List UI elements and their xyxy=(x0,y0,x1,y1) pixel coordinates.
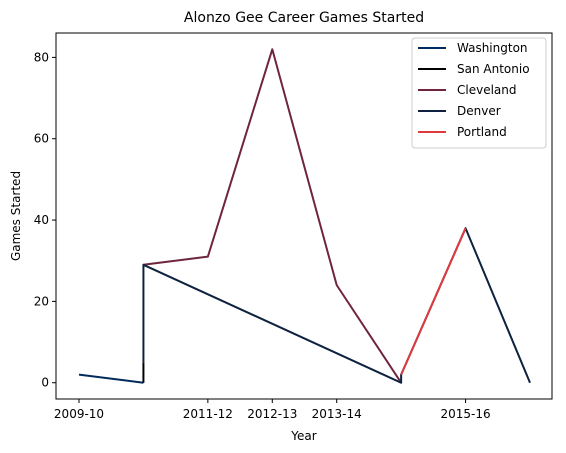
series-line-cleveland xyxy=(143,48,402,384)
y-axis: 0 20 40 60 80 xyxy=(34,50,56,390)
legend-label: San Antonio xyxy=(457,62,530,76)
legend-box xyxy=(411,37,547,149)
x-axis: 2009-10 2011-12 2012-13 2013-14 2015-16 xyxy=(54,399,491,421)
y-tick-label: 60 xyxy=(34,132,49,146)
series-line-washington xyxy=(78,373,144,384)
plot-lines xyxy=(78,48,531,384)
legend-label: Washington xyxy=(457,41,528,55)
chart-title: Alonzo Gee Career Games Started xyxy=(184,10,424,26)
x-tick-label: 2009-10 xyxy=(54,407,104,421)
y-tick-label: 20 xyxy=(34,294,49,308)
legend-label: Cleveland xyxy=(457,83,517,97)
plot-frame xyxy=(55,32,553,400)
legend-label: Portland xyxy=(457,125,507,139)
series-line-denver xyxy=(142,227,531,384)
y-tick-label: 40 xyxy=(34,213,49,227)
legend-label: Denver xyxy=(457,104,501,118)
x-axis-label: Year xyxy=(290,429,316,443)
y-tick-label: 80 xyxy=(34,50,49,64)
x-tick-label: 2012-13 xyxy=(247,407,297,421)
y-axis-label: Games Started xyxy=(9,171,23,261)
legend: Washington San Antonio Cleveland Denver Port… xyxy=(411,37,547,149)
series-line-portland xyxy=(400,227,467,376)
x-tick-label: 2013-14 xyxy=(312,407,362,421)
y-tick-label: 0 xyxy=(41,376,49,390)
x-tick-label: 2011-12 xyxy=(183,407,233,421)
x-tick-label: 2015-16 xyxy=(441,407,491,421)
